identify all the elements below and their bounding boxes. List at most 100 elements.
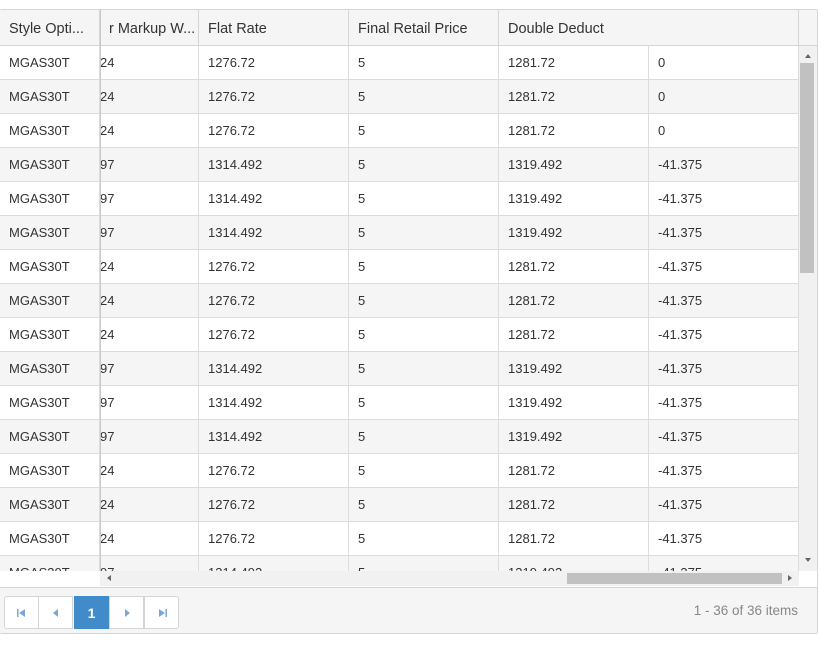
frozen-divider [100,10,101,586]
grid-row: MGAS30T 24 1276.72 5 1281.72 -41.375 [0,318,799,352]
grid-cell: 24 [100,522,199,555]
grid-cell: -41.375 [649,386,799,419]
column-header: r Markup W... [100,10,199,45]
grid-cell: 1281.72 [499,454,649,487]
grid-row: MGAS30T 24 1276.72 5 1281.72 0 [0,46,799,80]
grid-cell: -41.375 [649,454,799,487]
prev-page-button[interactable] [38,596,73,629]
grid-cell: 1319.492 [499,556,649,571]
grid-cell: -41.375 [649,284,799,317]
grid-cell: 5 [349,216,499,249]
grid-cell: 1281.72 [499,318,649,351]
grid-cell: MGAS30T [0,386,100,419]
grid-cell: 5 [349,182,499,215]
grid-cell: 1314.492 [199,182,349,215]
grid-cell: 1276.72 [199,454,349,487]
grid-row: MGAS30T 24 1276.72 5 1281.72 -41.375 [0,522,799,556]
first-page-button[interactable] [4,596,39,629]
grid-cell: -41.375 [649,556,799,571]
grid-cell: 1281.72 [499,114,649,147]
grid-cell: 1276.72 [199,284,349,317]
grid-cell: 24 [100,250,199,283]
grid-cell: 5 [349,250,499,283]
grid-cell: MGAS30T [0,488,100,521]
grid-cell: 24 [100,318,199,351]
grid-cell: 97 [100,216,199,249]
grid-cell: 1314.492 [199,386,349,419]
grid-row: MGAS30T 24 1276.72 5 1281.72 -41.375 [0,488,799,522]
grid-cell: -41.375 [649,522,799,555]
grid-cell: 97 [100,420,199,453]
grid-cell: 97 [100,556,199,571]
horizontal-scrollbar[interactable] [100,571,799,586]
grid-cell: 0 [649,114,799,147]
grid-cell: 1314.492 [199,420,349,453]
grid-cell: 1281.72 [499,284,649,317]
grid-cell: 1276.72 [199,80,349,113]
grid-cell: 1314.492 [199,556,349,571]
grid-cell: 1281.72 [499,250,649,283]
grid-cell: 5 [349,318,499,351]
grid-body: MGAS30T 24 1276.72 5 1281.72 0 MGAS30T 24 1276.7… [0,46,799,571]
grid-cell: 1281.72 [499,522,649,555]
grid-cell: 5 [349,386,499,419]
grid-cell: 1314.492 [199,148,349,181]
grid-cell: 97 [100,148,199,181]
grid-header: Style Opti... r Markup W... Flat Rate Final… [0,10,817,46]
data-grid: Style Opti... r Markup W... Flat Rate Final… [0,9,818,634]
scrollbar-art [800,54,814,562]
grid-cell: MGAS30T [0,318,100,351]
grid-row: MGAS30T 24 1276.72 5 1281.72 -41.375 [0,250,799,284]
grid-cell: MGAS30T [0,556,100,571]
grid-cell: -41.375 [649,250,799,283]
grid-cell: 5 [349,454,499,487]
grid-cell: MGAS30T [0,250,100,283]
pager-info: 1 - 36 of 36 items [693,603,798,618]
grid-cell: MGAS30T [0,216,100,249]
grid-cell: 1319.492 [499,352,649,385]
current-page[interactable]: 1 [74,596,109,629]
grid-cell: 24 [100,80,199,113]
grid-cell: -41.375 [649,420,799,453]
grid-cell: MGAS30T [0,454,100,487]
grid-cell: 1314.492 [199,352,349,385]
grid-cell: 1281.72 [499,46,649,79]
pager: 1 1 - 36 of 36 items [0,587,817,633]
column-header: Flat Rate [199,10,349,45]
grid-cell: 1276.72 [199,250,349,283]
grid-cell: 5 [349,522,499,555]
grid-cell: MGAS30T [0,114,100,147]
grid-cell: 1281.72 [499,80,649,113]
grid-cell: MGAS30T [0,46,100,79]
grid-cell: 24 [100,454,199,487]
grid-cell: 1276.72 [199,488,349,521]
grid-cell: 24 [100,284,199,317]
grid-cell: MGAS30T [0,284,100,317]
grid-cell: 24 [100,114,199,147]
grid-cell: 5 [349,352,499,385]
grid-cell: 1276.72 [199,46,349,79]
grid-cell: 1276.72 [199,114,349,147]
grid-cell: MGAS30T [0,352,100,385]
grid-cell: -41.375 [649,182,799,215]
grid-cell: 0 [649,46,799,79]
next-page-button[interactable] [109,596,144,629]
grid-cell: 5 [349,284,499,317]
grid-cell: 97 [100,386,199,419]
grid-cell: 97 [100,182,199,215]
grid-cell: 1319.492 [499,148,649,181]
last-page-button[interactable] [144,596,179,629]
vertical-scrollbar[interactable] [799,46,817,571]
grid-cell: 5 [349,46,499,79]
grid-cell: 1281.72 [499,488,649,521]
grid-cell: 5 [349,556,499,571]
grid-row: MGAS30T 24 1276.72 5 1281.72 0 [0,114,799,148]
grid-row: MGAS30T 24 1276.72 5 1281.72 0 [0,80,799,114]
grid-row: MGAS30T 24 1276.72 5 1281.72 -41.375 [0,454,799,488]
